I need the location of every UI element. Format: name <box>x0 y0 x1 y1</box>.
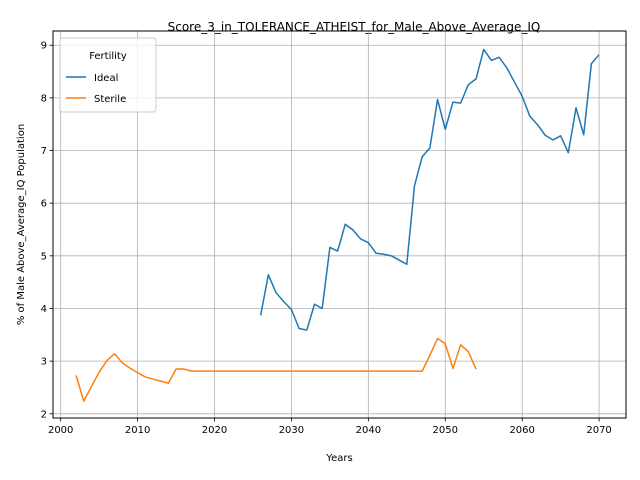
grid <box>53 31 626 418</box>
y-axis-label: % of Male Above_Average_IQ Population <box>16 124 27 325</box>
y-tick-label: 9 <box>41 41 47 52</box>
legend: Fertility Ideal Sterile <box>59 37 157 113</box>
legend-box <box>59 37 157 113</box>
legend-title: Fertility <box>89 51 127 62</box>
y-tick-label: 7 <box>41 146 47 157</box>
plot-frame <box>52 30 627 419</box>
series-line-ideal <box>259 48 600 331</box>
legend-label-sterile: Sterile <box>94 94 126 105</box>
x-tick-label: 2040 <box>356 425 381 436</box>
chart-title: Score_3_in_TOLERANCE_ATHEIST_for_Male_Ab… <box>168 20 541 34</box>
y-tick-label: 4 <box>41 304 47 315</box>
legend-label-ideal: Ideal <box>94 73 118 84</box>
y-tick-label: 2 <box>41 409 47 420</box>
y-tick-label: 6 <box>41 199 47 210</box>
x-tick-label: 2030 <box>279 425 304 436</box>
series-line-sterile <box>75 337 477 402</box>
y-tick-label: 5 <box>41 251 47 262</box>
x-tick-label: 2020 <box>202 425 227 436</box>
x-tick-label: 2000 <box>48 425 73 436</box>
axis-ticks: 2000 2010 2020 2030 2040 2050 2060 2070 2 3 4 5 6 7 8 9 <box>41 41 612 436</box>
x-tick-label: 2060 <box>509 425 534 436</box>
y-tick-label: 3 <box>41 357 47 368</box>
y-tick-label: 8 <box>41 93 47 104</box>
x-tick-label: 2010 <box>125 425 150 436</box>
series-layer <box>75 48 600 402</box>
x-tick-label: 2050 <box>433 425 458 436</box>
x-axis-label: Years <box>325 453 352 464</box>
x-tick-label: 2070 <box>586 425 611 436</box>
